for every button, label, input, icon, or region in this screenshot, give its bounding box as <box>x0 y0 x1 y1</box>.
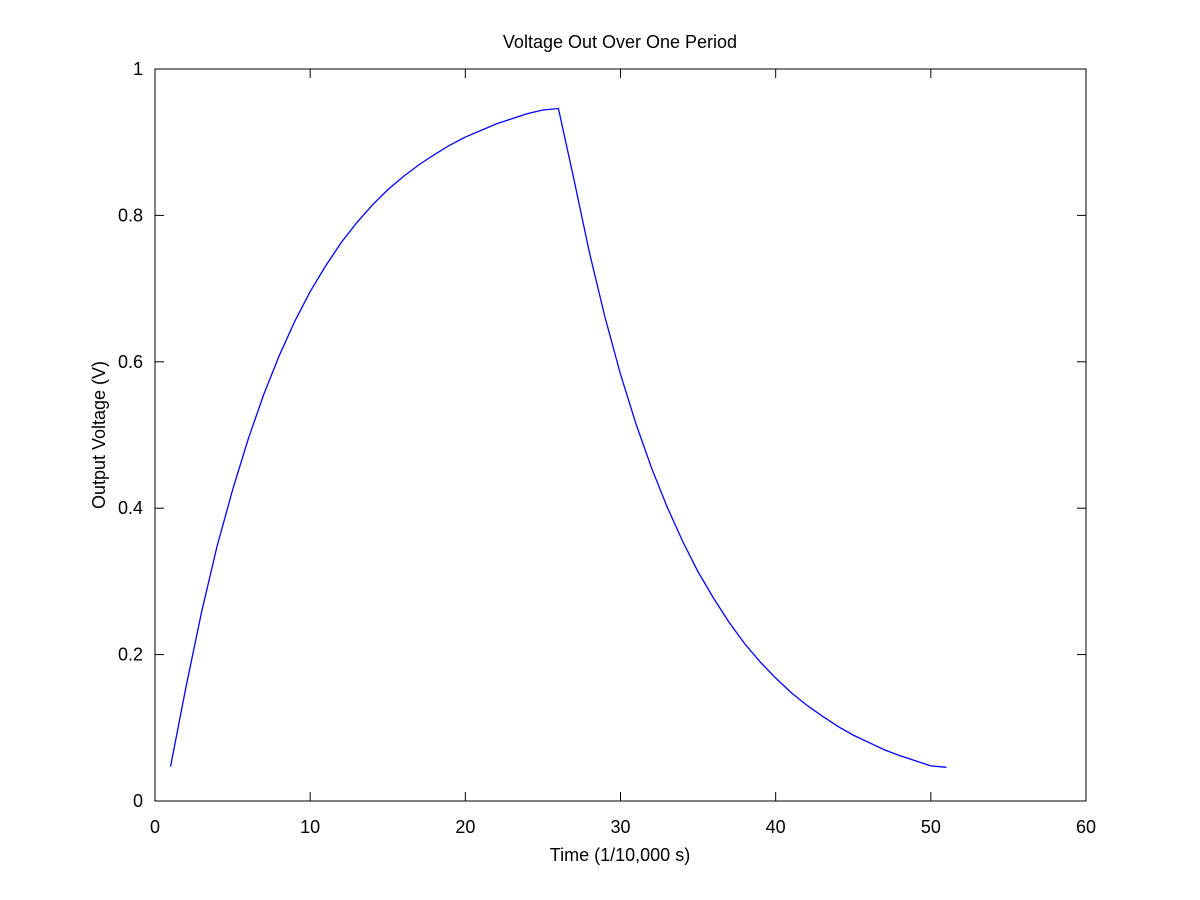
y-tick-label: 0 <box>133 791 143 811</box>
y-tick-label: 0.2 <box>118 645 143 665</box>
x-tick-label: 60 <box>1076 817 1096 837</box>
series-line-output-voltage <box>169 107 947 768</box>
axis-ticks <box>154 68 1087 802</box>
x-tick-label: 0 <box>150 817 160 837</box>
y-tick-label: 0.8 <box>118 205 143 225</box>
x-tick-label: 20 <box>455 817 475 837</box>
x-tick-label: 50 <box>921 817 941 837</box>
x-axis-label: Time (1/10,000 s) <box>550 845 690 865</box>
x-tick-label: 10 <box>300 817 320 837</box>
y-tick-label: 0.4 <box>118 498 143 518</box>
x-tick-label: 40 <box>766 817 786 837</box>
y-tick-label: 1 <box>133 59 143 79</box>
y-tick-label: 0.6 <box>118 352 143 372</box>
plot-frame <box>154 68 1087 802</box>
chart-title: Voltage Out Over One Period <box>503 32 737 52</box>
y-axis-label: Output Voltage (V) <box>89 361 109 509</box>
x-tick-labels: 0 10 20 30 40 50 60 <box>150 817 1096 837</box>
y-tick-labels: 0 0.2 0.4 0.6 0.8 1 <box>118 59 143 811</box>
x-tick-label: 30 <box>610 817 630 837</box>
